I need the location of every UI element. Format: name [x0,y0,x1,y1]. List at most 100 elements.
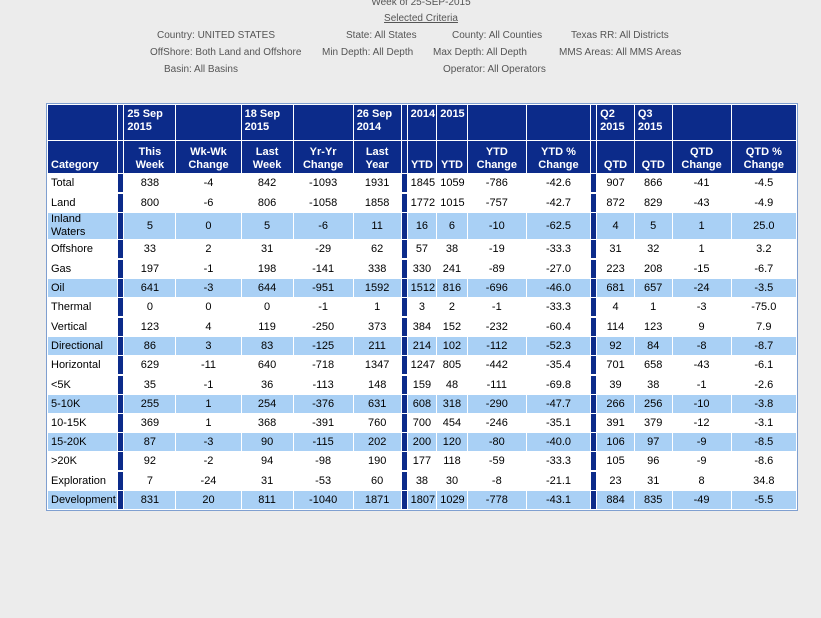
header-label: This Week [124,141,176,173]
cell: 1 [353,298,401,316]
cell: 0 [241,298,293,316]
spacer [118,395,124,413]
category: >20K [48,452,118,470]
cell: 25.0 [731,213,796,239]
header-row-dates: 25 Sep 2015 18 Sep 2015 26 Sep 2014 2014 201… [48,105,796,140]
spacer [401,395,407,413]
cell: -757 [467,194,526,212]
spacer [118,337,124,355]
cell: -80 [467,433,526,451]
header-label: Wk-Wk Change [176,141,241,173]
cell: -232 [467,318,526,336]
header-date [731,105,796,140]
cell: 123 [634,318,672,336]
cell: -786 [467,174,526,192]
spacer [401,337,407,355]
cell: -49 [672,491,731,509]
data-row: Land 800 -6 806 -1058 1858 1772 1015 -757 -42.7 87… [48,194,796,212]
cell: 2 [437,298,467,316]
criterion: Max Depth: All Depth [433,47,527,58]
data-row: Directional 86 3 83 -125 211 214 102 -112 -52.3 92… [48,337,796,355]
header-date [176,105,241,140]
spacer [118,194,124,212]
cell: -8 [467,472,526,490]
cell: 1 [176,395,241,413]
data-row: Oil 641 -3 644 -951 1592 1512 816 -696 -46.0 681 65… [48,279,796,297]
cell: -125 [293,337,353,355]
cell: 7 [124,472,176,490]
cell: 198 [241,260,293,278]
header-row-labels: Category This Week Wk-Wk Change Last Week Yr… [48,141,796,173]
spacer [591,433,597,451]
cell: 835 [634,491,672,509]
category: Horizontal [48,356,118,374]
cell: 92 [597,337,634,355]
criterion: Basin: All Basins [164,64,238,75]
cell: 641 [124,279,176,297]
cell: 658 [634,356,672,374]
cell: 4 [176,318,241,336]
cell: -3 [176,433,241,451]
cell: 0 [176,213,241,239]
category: <5K [48,376,118,394]
cell: -4.5 [731,174,796,192]
data-row: Gas 197 -1 198 -141 338 330 241 -89 -27.0 223 208 -1… [48,260,796,278]
spacer [118,240,124,258]
cell: 31 [634,472,672,490]
spacer [118,376,124,394]
cell: -3 [176,279,241,297]
cell: -60.4 [526,318,591,336]
criterion-label: County: [452,30,487,41]
cell: 6 [437,213,467,239]
criterion-label: Basin: [164,64,192,75]
spacer [401,194,407,212]
cell: -376 [293,395,353,413]
criterion: OffShore: Both Land and Offshore [150,47,301,58]
cell: -115 [293,433,353,451]
cell: 816 [437,279,467,297]
criteria-link[interactable]: Selected Criteria [384,13,458,24]
cell: 60 [353,472,401,490]
cell: -33.3 [526,452,591,470]
spacer [591,105,597,140]
cell: 208 [634,260,672,278]
header-label: YTD Change [467,141,526,173]
cell: -62.5 [526,213,591,239]
spacer [118,279,124,297]
cell: 330 [407,260,437,278]
category: Directional [48,337,118,355]
criteria-link-row: Selected Criteria [0,13,821,24]
cell: -8.5 [731,433,796,451]
data-row: Exploration 7 -24 31 -53 60 38 30 -8 -21.1 23 31 8 34… [48,472,796,490]
cell: -1093 [293,174,353,192]
spacer [591,279,597,297]
spacer [591,260,597,278]
cell: -246 [467,414,526,432]
cell: -75.0 [731,298,796,316]
spacer [591,194,597,212]
cell: -6 [293,213,353,239]
criterion-label: Operator: [443,64,486,75]
cell: 373 [353,318,401,336]
cell: 644 [241,279,293,297]
cell: 20 [176,491,241,509]
cell: -4 [176,174,241,192]
category: Vertical [48,318,118,336]
cell: 831 [124,491,176,509]
cell: -2 [176,452,241,470]
header-date: Q2 2015 [597,105,634,140]
cell: -1 [293,298,353,316]
spacer [401,105,407,140]
cell: 1 [672,240,731,258]
cell: 1 [634,298,672,316]
cell: -3.1 [731,414,796,432]
cell: 700 [407,414,437,432]
cell: 907 [597,174,634,192]
spacer [118,491,124,509]
cell: 118 [437,452,467,470]
cell: 31 [241,472,293,490]
header-label: QTD [634,141,672,173]
data-row: 5-10K 255 1 254 -376 631 608 318 -290 -47.7 266 256… [48,395,796,413]
cell: -2.6 [731,376,796,394]
